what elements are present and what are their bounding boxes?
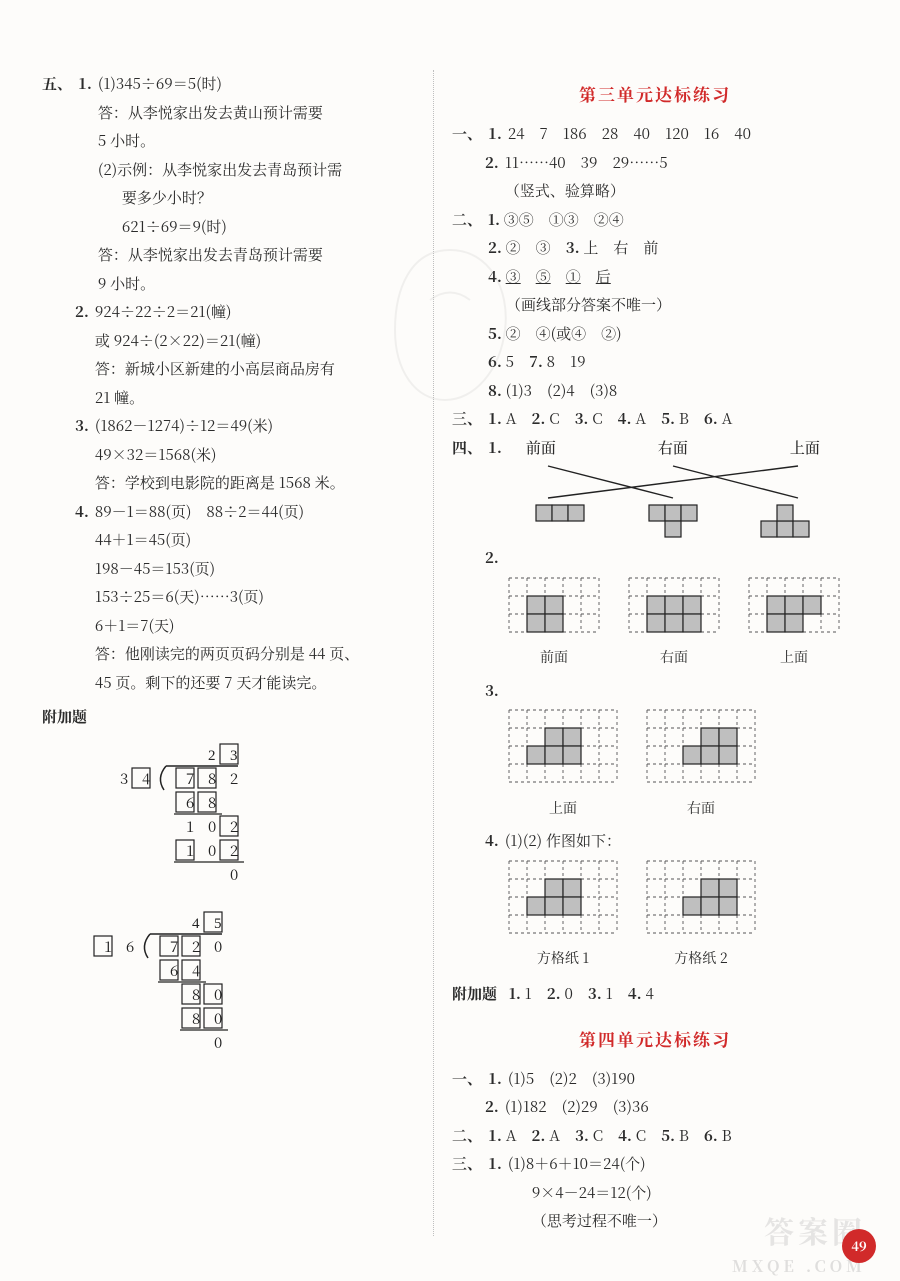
item-5-2-num: 2. [75,298,95,412]
r-extra-label: 附加题 [452,983,497,1004]
svg-text:1: 1 [186,840,194,861]
u4-s2: 1. A 2. A 3. C 4. C 5. B 6. B [488,1122,858,1151]
u4-s3-label: 三、 [452,1150,488,1236]
r-s1-label: 一、 [452,120,488,149]
left-extra-label: 附加题 [42,703,415,732]
svg-text:6: 6 [186,792,194,813]
grids-42: 前面右面上面 [508,577,858,671]
r-s1-2-l1: 11……40 39 29……5 [505,149,858,178]
u4-s1-2-num: 2. [485,1093,505,1122]
r-s4-label: 四、 [452,434,488,503]
svg-text:6: 6 [126,936,134,957]
item-5-3-num: 3. [75,412,95,498]
svg-text:0: 0 [208,816,216,837]
top-label: 上面 [790,434,820,463]
svg-text:4: 4 [142,768,150,789]
svg-text:0: 0 [214,936,222,957]
grids-44: 方格纸 1方格纸 2 [508,860,858,972]
svg-text:2: 2 [230,816,238,837]
svg-text:2: 2 [192,936,200,957]
item-5-1-num: 1. [78,70,98,298]
r-s1-2-l2: （竖式、验算略） [505,177,858,206]
column-divider [433,70,434,1236]
u4-s3-num: 1. [488,1150,508,1236]
right-label: 右面 [658,434,688,463]
r-s4-1-num: 1. [488,434,508,503]
svg-text:3: 3 [230,748,238,764]
svg-text:4: 4 [192,916,200,932]
cross-lines [508,462,838,502]
r-s1-2-num: 2. [485,149,505,206]
r-s2-label: 二、 [452,206,488,406]
svg-text:0: 0 [214,984,222,1005]
item-5-2: 924÷22÷2＝21(幢) 或 924÷(2×22)＝21(幢) 答：新城小区… [95,298,415,412]
u4-s1-1-num: 1. [488,1065,508,1094]
r-extra-items: 1. 1 2. 0 3. 1 4. 4 [509,983,654,1004]
r-s4-1: 前面 右面 上面 [508,434,858,503]
front-label: 前面 [526,434,556,463]
svg-text:2: 2 [230,840,238,861]
unit4-title: 第四单元达标练习 [452,1023,858,1055]
section-5-label: 五、 [42,70,78,298]
svg-text:4: 4 [192,960,200,981]
long-division-2: 45167206480800 [86,906,415,1064]
r-s1-1: 24 7 186 28 40 120 16 40 [508,120,858,149]
grids-43: 上面右面 [508,709,858,821]
svg-text:0: 0 [214,1008,222,1029]
svg-text:2: 2 [230,768,238,789]
svg-text:8: 8 [208,768,216,789]
unit3-title: 第三单元达标练习 [452,78,858,110]
svg-text:3: 3 [120,768,128,789]
r-s4-3-num: 3. [485,677,505,706]
svg-text:0: 0 [208,840,216,861]
right-column: 第三单元达标练习 一、 1. 24 7 186 28 40 120 16 40 … [440,70,870,1236]
r-s3: 1. A 2. C 3. C 4. A 5. B 6. A [488,405,858,434]
u4-s1-2: (1)182 (2)29 (3)36 [505,1096,649,1117]
r-s4-4-line: (1)(2) 作图如下： [505,830,621,851]
item-5-3: (1862－1274)÷12＝49(米) 49×32＝1568(米) 答：学校到… [95,412,415,498]
long-division-1: 2334782681021020 [102,738,415,896]
svg-text:0: 0 [230,864,238,885]
u4-s3-body: (1)8＋6＋10＝24(个) 9×4－24＝12(个) （思考过程不唯一） [508,1150,858,1236]
svg-text:8: 8 [192,1008,200,1029]
svg-text:8: 8 [192,984,200,1005]
item-5-4: 89－1＝88(页) 88÷2＝44(页) 44＋1＝45(页) 198－45＝… [95,498,415,698]
svg-text:7: 7 [186,768,194,789]
u4-s1-label: 一、 [452,1065,488,1094]
svg-text:7: 7 [170,936,178,957]
r-s4-1-shapes [508,504,838,538]
r-s3-label: 三、 [452,405,488,434]
svg-text:8: 8 [208,792,216,813]
svg-text:5: 5 [214,916,222,932]
r-s4-4-num: 4. [485,827,505,856]
item-5-4-num: 4. [75,498,95,698]
svg-text:1: 1 [104,936,112,957]
svg-text:2: 2 [208,748,216,764]
svg-text:0: 0 [214,1032,222,1053]
r-s4-2-num: 2. [485,544,505,573]
r-s2: 1. ③⑤ ①③ ②④2. ② ③ 3. 上 右 前4. ③ ⑤ ① 后（画线部… [488,206,858,406]
svg-text:1: 1 [186,816,194,837]
r-s1-1-num: 1. [488,120,508,149]
page-number-badge: 49 [842,1229,876,1263]
left-column: 五、 1. (1)345÷69＝5(时) 答：从李悦家出发去黄山预计需要 5 小… [30,70,427,1236]
item-5-1: (1)345÷69＝5(时) 答：从李悦家出发去黄山预计需要 5 小时。 (2)… [98,70,415,298]
u4-s2-label: 二、 [452,1122,488,1151]
u4-s1-1: (1)5 (2)2 (3)190 [508,1068,635,1089]
svg-text:6: 6 [170,960,178,981]
